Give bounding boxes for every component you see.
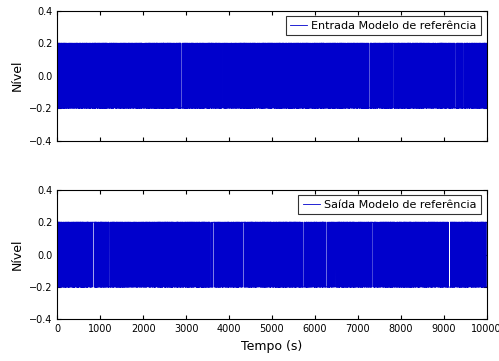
Y-axis label: Nível: Nível bbox=[10, 239, 23, 270]
Y-axis label: Nível: Nível bbox=[10, 60, 23, 91]
Legend: Entrada Modelo de referência: Entrada Modelo de referência bbox=[285, 16, 481, 35]
X-axis label: Tempo (s): Tempo (s) bbox=[242, 340, 302, 353]
Legend: Saída Modelo de referência: Saída Modelo de referência bbox=[298, 195, 481, 214]
